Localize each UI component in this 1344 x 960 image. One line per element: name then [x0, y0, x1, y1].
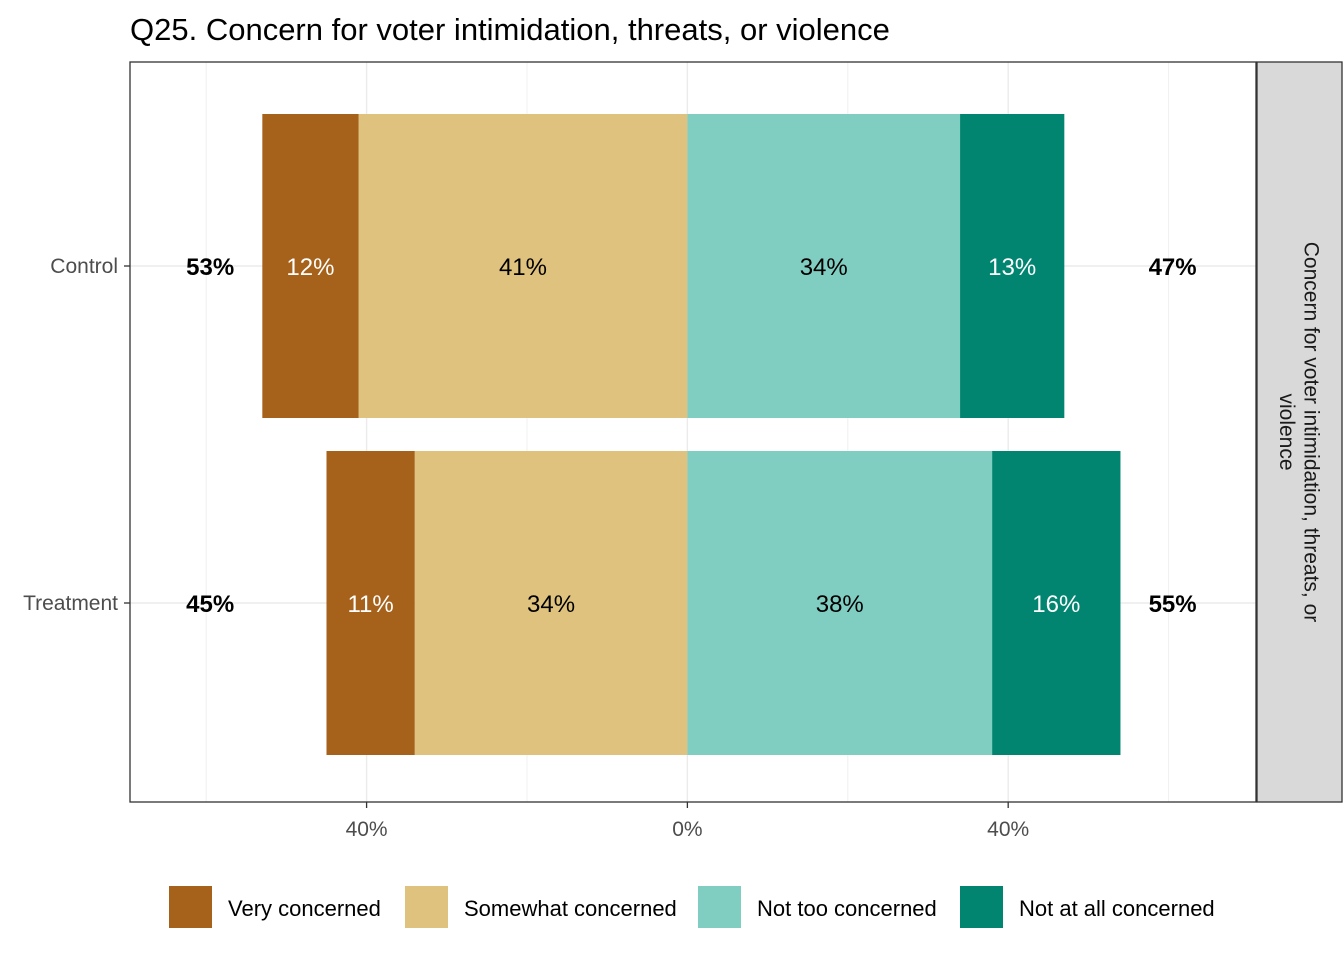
legend-swatch: [960, 886, 1003, 928]
bar-value-label: 16%: [1032, 591, 1080, 618]
chart-title: Q25. Concern for voter intimidation, thr…: [130, 12, 890, 47]
bar-segment: [992, 451, 1121, 755]
panel-border: [129, 61, 1257, 803]
bar-labels: 41% 12% 34% 13% 53% 47% 34% 11% 38% 16% 45% 55%: [186, 254, 1196, 618]
y-tick-label: Treatment: [23, 592, 118, 615]
x-tick-label: 0%: [672, 818, 702, 841]
facet-strip-background: [1256, 61, 1343, 803]
bar-segment: [687, 114, 961, 418]
facet-strip: Concern for voter intimidation, threats,…: [1256, 61, 1343, 803]
right-total-label: 55%: [1149, 591, 1197, 618]
bar-value-label: 34%: [800, 254, 848, 281]
legend-label: Not at all concerned: [1019, 896, 1215, 921]
legend-label: Very concerned: [228, 896, 381, 921]
bar-value-label: 13%: [988, 254, 1036, 281]
bar-segment: [687, 451, 993, 755]
bar-segment: [262, 114, 359, 418]
bar-segment: [960, 114, 1065, 418]
x-tick-label: 40%: [346, 818, 388, 841]
x-tick-label: 40%: [987, 818, 1029, 841]
bar-value-label: 11%: [347, 591, 393, 618]
left-total-label: 45%: [186, 591, 234, 618]
bars: [262, 114, 1121, 755]
bar-value-label: 34%: [527, 591, 575, 618]
bar-segment: [358, 114, 688, 418]
legend-label: Somewhat concerned: [464, 896, 677, 921]
y-tick-label: Control: [50, 255, 118, 278]
legend-swatch: [698, 886, 741, 928]
x-axis: 40% 0% 40%: [346, 802, 1029, 841]
legend: Very concerned Somewhat concerned Not too …: [169, 886, 1215, 928]
y-axis: Control Treatment: [23, 255, 130, 615]
bar-segment: [326, 451, 415, 755]
legend-swatch: [169, 886, 212, 928]
bar-value-label: 12%: [286, 254, 334, 281]
bar-value-label: 38%: [816, 591, 864, 618]
bar-value-label: 41%: [499, 254, 547, 281]
right-total-label: 47%: [1149, 254, 1197, 281]
bar-segment: [414, 451, 688, 755]
facet-strip-label: Concern for voter intimidation, threats,…: [1275, 242, 1322, 623]
legend-label: Not too concerned: [757, 896, 937, 921]
left-total-label: 53%: [186, 254, 234, 281]
legend-swatch: [405, 886, 448, 928]
